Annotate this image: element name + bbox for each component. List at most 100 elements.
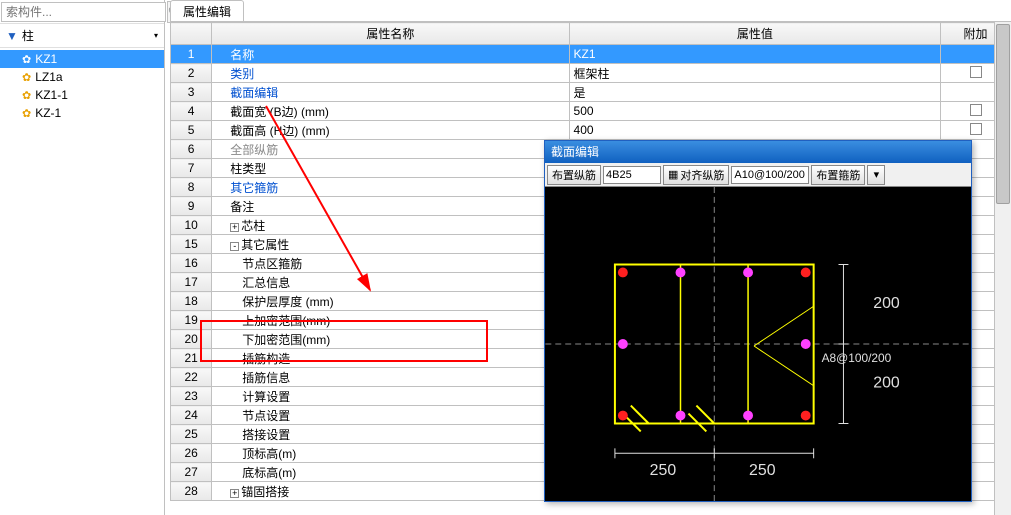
filter-row[interactable]: ▼ 柱 ▾ [0,24,164,48]
tree: ✿ KZ1 ✿ LZ1a ✿ KZ1-1 ✿ KZ-1 [0,48,164,124]
prop-name: 备注 [212,197,569,216]
prop-name: 柱类型 [212,159,569,178]
tab-properties[interactable]: 属性编辑 [170,0,244,21]
grid-icon: ▦ [668,168,678,181]
row-number: 26 [171,444,212,463]
filter-icon: ▼ [6,29,18,43]
prop-value[interactable]: 500 [569,102,941,121]
prop-name: 截面高 (H边) (mm) [212,121,569,140]
row-number: 24 [171,406,212,425]
row-number: 17 [171,273,212,292]
prop-name: 截面编辑 [212,83,569,102]
table-row[interactable]: 5截面高 (H边) (mm)400 [171,121,1011,140]
tree-item-label: KZ-1 [35,106,61,120]
prop-value[interactable]: KZ1 [569,45,941,64]
gear-icon: ✿ [22,89,31,102]
tree-item-lz1a[interactable]: ✿ LZ1a [0,68,164,86]
row-number: 8 [171,178,212,197]
gear-icon: ✿ [22,71,31,84]
prop-name: -其它属性 [212,235,569,254]
prop-value[interactable]: 是 [569,83,941,102]
tree-item-label: LZ1a [35,70,62,84]
row-number: 7 [171,159,212,178]
row-number: 16 [171,254,212,273]
svg-text:200: 200 [873,375,900,392]
prop-name: 截面宽 (B边) (mm) [212,102,569,121]
row-number: 2 [171,64,212,83]
checkbox[interactable] [970,66,982,78]
prop-name: 全部纵筋 [212,140,569,159]
row-number: 1 [171,45,212,64]
row-number: 9 [171,197,212,216]
header-value: 属性值 [569,23,941,45]
prop-name: 节点区箍筋 [212,254,569,273]
row-number: 15 [171,235,212,254]
row-number: 28 [171,482,212,501]
cad-window: 截面编辑 布置纵筋 ▦ 对齐纵筋 布置箍筋 ▾ [544,140,972,502]
tree-item-label: KZ1 [35,52,57,66]
gear-icon: ✿ [22,53,31,66]
table-row[interactable]: 1名称KZ1 [171,45,1011,64]
table-row[interactable]: 4截面宽 (B边) (mm)500 [171,102,1011,121]
row-number: 19 [171,311,212,330]
expand-icon[interactable]: + [230,223,239,232]
prop-name: 插筋信息 [212,368,569,387]
prop-value[interactable]: 400 [569,121,941,140]
checkbox[interactable] [970,123,982,135]
cad-title-bar[interactable]: 截面编辑 [545,141,971,163]
prop-name: 下加密范围(mm) [212,330,569,349]
checkbox[interactable] [970,104,982,116]
cad-dropdown[interactable]: ▾ [867,165,885,185]
scroll-thumb[interactable] [996,24,1010,204]
tab-bar: 属性编辑 [170,0,1011,22]
row-number: 22 [171,368,212,387]
left-panel: 🔍 ▼ 柱 ▾ ✿ KZ1 ✿ LZ1a ✿ KZ1-1 ✿ KZ-1 [0,0,165,515]
row-number: 4 [171,102,212,121]
prop-name: +芯柱 [212,216,569,235]
expand-icon[interactable]: - [230,242,239,251]
cad-btn-stirrup[interactable]: 布置箍筋 [811,165,865,185]
prop-name: 底标高(m) [212,463,569,482]
cad-input-longitudinal[interactable] [603,166,661,184]
cad-btn-align[interactable]: ▦ 对齐纵筋 [663,165,729,185]
tree-item-kz1-1[interactable]: ✿ KZ1-1 [0,86,164,104]
row-number: 5 [171,121,212,140]
row-number: 21 [171,349,212,368]
table-row[interactable]: 2类别框架柱 [171,64,1011,83]
search-input[interactable] [1,2,166,22]
row-number: 6 [171,140,212,159]
svg-text:250: 250 [749,462,776,479]
prop-name: 上加密范围(mm) [212,311,569,330]
row-number: 25 [171,425,212,444]
svg-text:200: 200 [873,295,900,312]
table-row[interactable]: 3截面编辑是 [171,83,1011,102]
prop-name: 节点设置 [212,406,569,425]
cad-canvas[interactable]: A8@100/200 200 200 250 250 [545,187,971,501]
tree-item-kz1[interactable]: ✿ KZ1 [0,50,164,68]
row-number: 20 [171,330,212,349]
scrollbar-vertical[interactable] [994,22,1011,515]
row-number: 23 [171,387,212,406]
chevron-down-icon: ▾ [154,31,158,40]
prop-name: +锚固搭接 [212,482,569,501]
prop-value[interactable]: 框架柱 [569,64,941,83]
cad-input-stirrup[interactable] [731,166,809,184]
prop-name: 汇总信息 [212,273,569,292]
row-number: 10 [171,216,212,235]
cad-toolbar: 布置纵筋 ▦ 对齐纵筋 布置箍筋 ▾ [545,163,971,187]
tree-item-kz-1[interactable]: ✿ KZ-1 [0,104,164,122]
header-num [171,23,212,45]
cad-btn-longitudinal[interactable]: 布置纵筋 [547,165,601,185]
prop-name: 计算设置 [212,387,569,406]
prop-name: 插筋构造 [212,349,569,368]
prop-name: 搭接设置 [212,425,569,444]
row-number: 27 [171,463,212,482]
prop-name: 类别 [212,64,569,83]
filter-label: 柱 [22,27,34,44]
cad-label: A8@100/200 [822,351,892,365]
prop-name: 顶标高(m) [212,444,569,463]
svg-text:250: 250 [650,462,677,479]
search-row: 🔍 [0,0,164,24]
tree-item-label: KZ1-1 [35,88,68,102]
expand-icon[interactable]: + [230,489,239,498]
